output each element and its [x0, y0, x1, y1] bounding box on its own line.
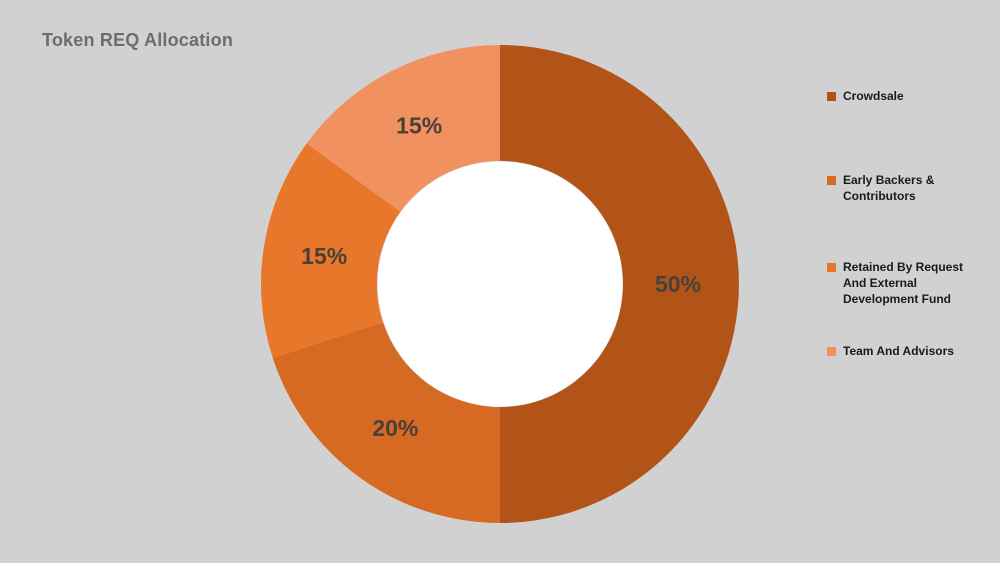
segment-value-label: 15%: [301, 243, 347, 269]
donut-segment-team-and-advisors[interactable]: [306, 45, 500, 212]
legend-label: Crowdsale: [843, 89, 904, 103]
donut-segment-retained-by-request-and-external-development-fund[interactable]: [261, 143, 401, 358]
chart-title: Token REQ Allocation: [42, 30, 234, 50]
legend-item-crowdsale[interactable]: Crowdsale: [827, 88, 983, 104]
legend-swatch-icon: [827, 92, 836, 101]
legend-swatch-icon: [827, 263, 836, 272]
donut-segment-crowdsale[interactable]: [500, 45, 739, 523]
donut-hole: [377, 161, 623, 407]
donut-chart-canvas[interactable]: 50% 20% 15% 15%: [255, 39, 745, 529]
legend-item-retained-fund[interactable]: Retained By Request And External Develop…: [827, 259, 983, 307]
legend-swatch-icon: [827, 347, 836, 356]
legend-swatch-icon: [827, 176, 836, 185]
donut-chart[interactable]: 50% 20% 15% 15%: [255, 39, 745, 529]
segment-value-label: 15%: [396, 112, 442, 138]
legend-item-team-advisors[interactable]: Team And Advisors: [827, 343, 983, 359]
legend-label: Team And Advisors: [843, 344, 954, 358]
legend-label: Retained By Request And External Develop…: [843, 260, 964, 306]
legend-label: Early Backers & Contributors: [843, 173, 935, 203]
segment-value-label: 20%: [372, 415, 418, 441]
donut-segment-early-backers-contributors[interactable]: [272, 322, 500, 523]
legend-item-early-backers[interactable]: Early Backers & Contributors: [827, 172, 983, 204]
segment-value-label: 50%: [655, 271, 701, 297]
